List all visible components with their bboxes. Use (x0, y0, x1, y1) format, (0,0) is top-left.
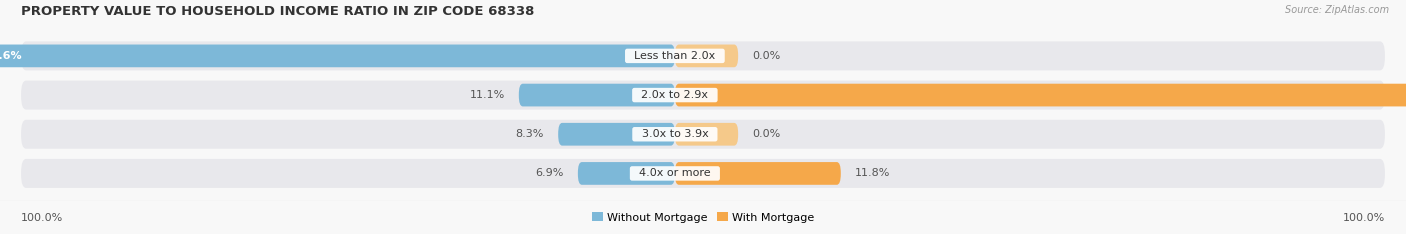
FancyBboxPatch shape (578, 162, 675, 185)
Text: 100.0%: 100.0% (21, 213, 63, 223)
FancyBboxPatch shape (21, 41, 1385, 70)
FancyBboxPatch shape (519, 84, 675, 106)
FancyBboxPatch shape (558, 123, 675, 146)
Text: 3.0x to 3.9x: 3.0x to 3.9x (634, 129, 716, 139)
FancyBboxPatch shape (675, 123, 738, 146)
Text: 11.1%: 11.1% (470, 90, 505, 100)
Legend: Without Mortgage, With Mortgage: Without Mortgage, With Mortgage (588, 208, 818, 227)
FancyBboxPatch shape (21, 120, 1385, 149)
FancyBboxPatch shape (21, 80, 1385, 110)
Text: 0.0%: 0.0% (752, 51, 780, 61)
Text: 0.0%: 0.0% (752, 129, 780, 139)
Text: Less than 2.0x: Less than 2.0x (627, 51, 723, 61)
Text: PROPERTY VALUE TO HOUSEHOLD INCOME RATIO IN ZIP CODE 68338: PROPERTY VALUE TO HOUSEHOLD INCOME RATIO… (21, 5, 534, 18)
FancyBboxPatch shape (675, 162, 841, 185)
Text: 2.0x to 2.9x: 2.0x to 2.9x (634, 90, 716, 100)
Text: Source: ZipAtlas.com: Source: ZipAtlas.com (1285, 5, 1389, 15)
Text: 100.0%: 100.0% (1343, 213, 1385, 223)
FancyBboxPatch shape (0, 44, 675, 67)
FancyBboxPatch shape (675, 44, 738, 67)
FancyBboxPatch shape (675, 84, 1406, 106)
Text: 6.9%: 6.9% (536, 168, 564, 179)
Text: 8.3%: 8.3% (516, 129, 544, 139)
Text: 4.0x or more: 4.0x or more (633, 168, 717, 179)
Text: 11.8%: 11.8% (855, 168, 890, 179)
Text: 73.6%: 73.6% (0, 51, 21, 61)
FancyBboxPatch shape (21, 159, 1385, 188)
